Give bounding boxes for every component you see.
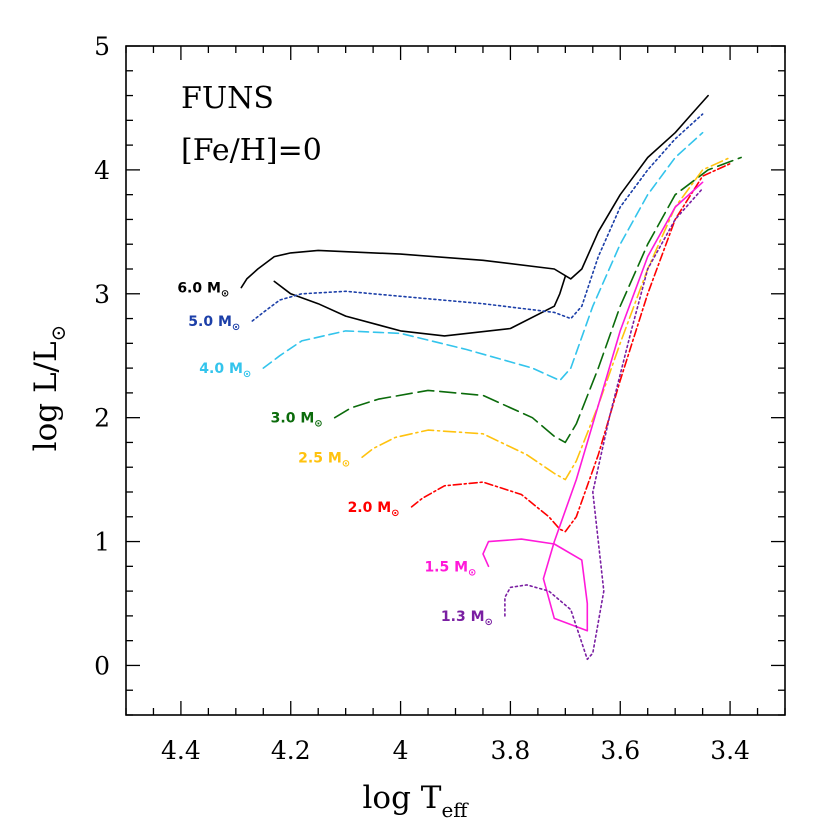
series-line-3 xyxy=(262,131,704,382)
series-label: 1.5 M⊙ xyxy=(424,559,476,578)
series-label: 3.0 M⊙ xyxy=(271,411,323,430)
y-tick-label: 0 xyxy=(94,651,110,680)
y-axis-title: log L/L⊙ xyxy=(28,325,70,452)
annotation-funs: FUNS xyxy=(181,81,274,116)
x-tick-label: 4.2 xyxy=(271,736,311,765)
y-tick-label: 2 xyxy=(94,404,110,433)
annotation-metallicity: [Fe/H]=0 xyxy=(181,133,322,168)
y-tick-label: 5 xyxy=(94,32,110,61)
series-label: 4.0 M⊙ xyxy=(199,361,251,380)
series-line-1 xyxy=(273,275,567,337)
series-label: 1.3 M⊙ xyxy=(441,609,493,628)
x-tick-label: 4.4 xyxy=(161,736,201,765)
x-tick-label: 3.6 xyxy=(600,736,640,765)
y-tick-label: 4 xyxy=(94,156,110,185)
x-axis-title-sub: eff xyxy=(441,798,469,822)
x-tick-label: 4 xyxy=(393,736,409,765)
x-tick-label: 3.4 xyxy=(710,736,750,765)
series-label-layer: 6.0 M⊙ 5.0 M⊙ 4.0 M⊙ 3.0 M⊙ 2.5 M⊙ 2.0 M⊙ 1.5 … xyxy=(177,281,493,628)
series-line-5 xyxy=(361,156,731,481)
y-axis-title-main: log L/L xyxy=(28,341,64,451)
y-axis-title-sub: ⊙ xyxy=(46,325,70,342)
series-line-0 xyxy=(240,94,709,289)
series-line-8 xyxy=(504,187,704,661)
series-label: 5.0 M⊙ xyxy=(188,314,240,333)
series-label: 2.0 M⊙ xyxy=(348,500,400,519)
series-label: 2.5 M⊙ xyxy=(298,450,350,469)
series-layer xyxy=(240,94,742,661)
series-line-7 xyxy=(482,181,704,632)
series-line-2 xyxy=(251,113,704,322)
series-line-4 xyxy=(333,156,742,444)
tick-layer xyxy=(125,45,786,716)
y-tick-label: 3 xyxy=(94,280,110,309)
series-line-6 xyxy=(410,162,731,533)
series-label: 6.0 M⊙ xyxy=(177,281,229,300)
tick-label-layer: 4.4 4.2 4 3.8 3.6 3.4 0 1 2 3 4 5 xyxy=(94,32,750,765)
x-axis-title-main: log T xyxy=(363,780,442,816)
x-tick-label: 3.8 xyxy=(491,736,531,765)
x-axis-title: log Teff xyxy=(363,780,470,822)
y-tick-label: 1 xyxy=(94,528,110,557)
